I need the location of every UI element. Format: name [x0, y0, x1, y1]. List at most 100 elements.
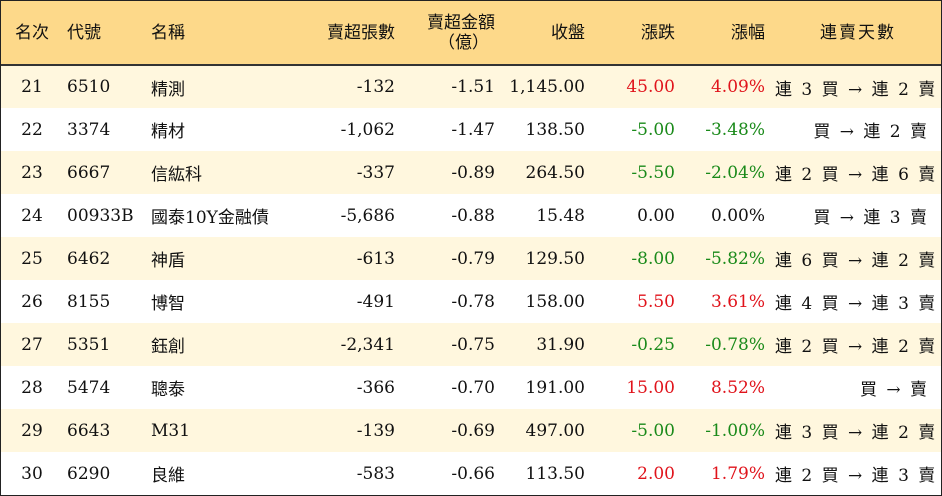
cell-rank: 27 — [21, 334, 43, 355]
cell-close: 138.50 — [525, 119, 585, 140]
cell-shares: -491 — [356, 291, 395, 312]
cell-amount: -0.79 — [451, 248, 495, 269]
cell-change: 2.00 — [637, 463, 675, 484]
cell-name[interactable]: 精材 — [151, 122, 185, 142]
cell-close: 31.90 — [536, 334, 585, 355]
cell-change: -0.25 — [631, 334, 675, 355]
table-row[interactable]: 29 6643 M31 -139 -0.69 497.00 -5.00 -1.00% 連 3 買… — [1, 409, 941, 452]
cell-code[interactable]: 6667 — [67, 162, 111, 183]
table-row[interactable]: 27 5351 鈺創 -2,341 -0.75 31.90 -0.25 -0.78% 連 2 買… — [1, 323, 941, 366]
header-close[interactable]: 收盤 — [505, 1, 595, 66]
cell-name[interactable]: 良維 — [151, 466, 185, 486]
cell-code[interactable]: 00933B — [67, 205, 134, 226]
header-change[interactable]: 漲跌 — [595, 1, 685, 66]
cell-rank: 24 — [21, 205, 43, 226]
cell-change: -5.50 — [631, 162, 675, 183]
cell-amount: -0.66 — [451, 463, 495, 484]
cell-close: 497.00 — [525, 420, 585, 441]
cell-code[interactable]: 3374 — [67, 119, 111, 140]
table-body: 21 6510 精測 -132 -1.51 1,145.00 45.00 4.09% 連 3 買… — [1, 65, 941, 495]
cell-amount: -0.70 — [451, 377, 495, 398]
cell-close: 158.00 — [525, 291, 585, 312]
cell-name[interactable]: 神盾 — [151, 251, 185, 271]
cell-code[interactable]: 5351 — [67, 334, 111, 355]
cell-amount: -0.69 — [451, 420, 495, 441]
header-amount-line1: 賣超金額 — [427, 12, 495, 33]
header-amount[interactable]: 賣超金額 （億） — [405, 1, 505, 66]
table-row[interactable]: 25 6462 神盾 -613 -0.79 129.50 -8.00 -5.82% 連 6 買 … — [1, 237, 941, 280]
cell-shares: -613 — [356, 248, 395, 269]
header-row: 名次 代號 名稱 賣超張數 賣超金額 （億） 收盤 漲跌 漲幅 連賣天數 — [1, 1, 941, 66]
header-pct[interactable]: 漲幅 — [685, 1, 775, 66]
cell-amount: -1.47 — [451, 119, 495, 140]
cell-pct: 4.09% — [710, 77, 765, 97]
cell-days: 連 4 買 → 連 3 賣 — [775, 294, 938, 314]
header-name[interactable]: 名稱 — [145, 1, 305, 66]
table-row[interactable]: 22 3374 精材 -1,062 -1.47 138.50 -5.00 -3.48% 買 → … — [1, 108, 941, 151]
cell-name[interactable]: 國泰10Y金融債 — [151, 208, 269, 228]
header-code[interactable]: 代號 — [63, 1, 145, 66]
cell-days: 買 → 連 3 賣 — [813, 208, 929, 228]
header-rank[interactable]: 名次 — [1, 1, 63, 66]
cell-days: 連 3 買 → 連 2 賣 — [775, 79, 938, 100]
cell-rank: 30 — [21, 463, 43, 484]
cell-code[interactable]: 6462 — [67, 248, 111, 269]
cell-shares: -132 — [356, 77, 395, 97]
cell-close: 113.50 — [525, 463, 585, 484]
cell-rank: 25 — [21, 248, 43, 269]
cell-rank: 21 — [21, 77, 43, 97]
cell-change: -8.00 — [631, 248, 675, 269]
table-row[interactable]: 24 00933B 國泰10Y金融債 -5,686 -0.88 15.48 0.00 0.00… — [1, 194, 941, 237]
table-row[interactable]: 26 8155 博智 -491 -0.78 158.00 5.50 3.61% 連 4 買 → … — [1, 280, 941, 323]
cell-shares: -583 — [356, 463, 395, 484]
cell-code[interactable]: 6510 — [67, 77, 111, 97]
cell-code[interactable]: 8155 — [67, 291, 111, 312]
cell-days: 連 3 買 → 連 2 賣 — [775, 423, 938, 443]
cell-change: 0.00 — [637, 205, 675, 226]
cell-amount: -0.88 — [451, 205, 495, 226]
cell-pct: -3.48% — [705, 119, 765, 140]
cell-shares: -1,062 — [340, 119, 395, 140]
cell-name[interactable]: 信紘科 — [151, 165, 202, 185]
cell-name[interactable]: 鈺創 — [151, 337, 185, 357]
cell-change: 15.00 — [626, 377, 675, 398]
table-row[interactable]: 28 5474 聰泰 -366 -0.70 191.00 15.00 8.52% 買 → 賣 — [1, 366, 941, 409]
table-row[interactable]: 23 6667 信紘科 -337 -0.89 264.50 -5.50 -2.04% 連 2 買… — [1, 151, 941, 194]
cell-change: 5.50 — [637, 291, 675, 312]
cell-name[interactable]: M31 — [151, 420, 191, 441]
cell-days: 連 2 買 → 連 3 賣 — [775, 466, 938, 486]
cell-pct: 1.79% — [710, 463, 765, 484]
cell-code[interactable]: 5474 — [67, 377, 111, 398]
cell-pct: -5.82% — [705, 248, 765, 269]
cell-days: 連 6 買 → 連 2 賣 — [775, 251, 938, 271]
cell-close: 264.50 — [525, 162, 585, 183]
cell-pct: 3.61% — [710, 291, 765, 312]
cell-amount: -0.89 — [451, 162, 495, 183]
cell-days: 連 2 買 → 連 2 賣 — [775, 337, 938, 357]
cell-pct: -0.78% — [705, 334, 765, 355]
cell-shares: -366 — [356, 377, 395, 398]
cell-pct: 8.52% — [710, 377, 765, 398]
cell-amount: -0.78 — [451, 291, 495, 312]
cell-shares: -139 — [356, 420, 395, 441]
cell-close: 15.48 — [536, 205, 585, 226]
header-shares[interactable]: 賣超張數 — [305, 1, 405, 66]
cell-name[interactable]: 精測 — [151, 79, 185, 100]
cell-days: 連 2 買 → 連 6 賣 — [775, 165, 938, 185]
table-row[interactable]: 21 6510 精測 -132 -1.51 1,145.00 45.00 4.09% 連 3 買… — [1, 65, 941, 108]
cell-rank: 29 — [21, 420, 43, 441]
cell-name[interactable]: 博智 — [151, 294, 185, 314]
cell-code[interactable]: 6290 — [67, 463, 111, 484]
cell-close: 191.00 — [525, 377, 585, 398]
header-days[interactable]: 連賣天數 — [775, 1, 941, 66]
cell-shares: -2,341 — [340, 334, 395, 355]
cell-close: 129.50 — [525, 248, 585, 269]
header-amount-line2: （億） — [438, 32, 489, 53]
table-row[interactable]: 30 6290 良維 -583 -0.66 113.50 2.00 1.79% 連 2 買 → … — [1, 452, 941, 495]
cell-shares: -5,686 — [340, 205, 395, 226]
cell-code[interactable]: 6643 — [67, 420, 111, 441]
cell-name[interactable]: 聰泰 — [151, 380, 185, 400]
cell-change: 45.00 — [626, 77, 675, 97]
